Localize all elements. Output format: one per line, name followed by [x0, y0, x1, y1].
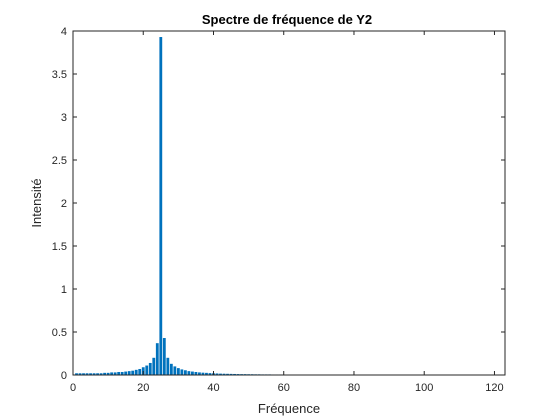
bar	[162, 338, 166, 375]
bar	[226, 373, 229, 375]
x-tick-label: 60	[278, 382, 290, 394]
bar	[145, 365, 149, 375]
bar	[215, 373, 219, 375]
bar	[205, 372, 208, 375]
y-tick-label: 3	[61, 112, 67, 124]
x-tick-label: 100	[415, 382, 433, 394]
bar	[106, 372, 110, 375]
bar	[120, 371, 124, 375]
bar	[229, 373, 233, 375]
bar	[99, 373, 103, 375]
bar	[233, 373, 236, 375]
y-tick-label: 3.5	[52, 69, 67, 81]
bar	[78, 373, 82, 375]
bar	[191, 371, 194, 375]
x-tick-label: 120	[485, 382, 503, 394]
bar	[148, 362, 152, 375]
chart-title: Spectre de fréquence de Y2	[202, 12, 372, 27]
bar	[82, 373, 85, 375]
y-tick-label: 2.5	[52, 155, 67, 167]
bar	[131, 370, 135, 375]
bar	[194, 371, 198, 375]
bar	[208, 373, 212, 375]
bar	[173, 366, 177, 375]
bar	[124, 371, 128, 375]
y-tick-label: 0	[61, 370, 67, 382]
y-tick-label: 4	[61, 26, 67, 38]
bar	[169, 363, 173, 375]
plot-box	[72, 30, 506, 376]
bar	[176, 368, 180, 375]
bar	[180, 369, 184, 375]
bar	[117, 371, 121, 375]
y-axis-label: Intensité	[29, 178, 44, 227]
y-tick-label: 1.5	[52, 241, 67, 253]
x-tick-label: 40	[207, 382, 219, 394]
bar	[152, 357, 156, 375]
bar	[222, 373, 226, 375]
bar	[183, 370, 187, 375]
bar	[159, 37, 163, 376]
bar	[113, 372, 117, 375]
x-tick-label: 20	[137, 382, 149, 394]
bar	[155, 343, 159, 375]
bar	[96, 373, 99, 375]
bar	[134, 369, 138, 375]
x-axis-label: Fréquence	[258, 401, 320, 416]
bar-series	[75, 37, 503, 376]
bar	[103, 372, 107, 375]
bar	[127, 371, 131, 375]
y-tick-label: 2	[61, 198, 67, 210]
y-tick-label: 0.5	[52, 327, 67, 339]
y-tick-label: 1	[61, 284, 67, 296]
bar	[89, 373, 92, 375]
bar	[198, 372, 201, 375]
bar	[85, 373, 89, 375]
x-tick-label: 0	[70, 382, 76, 394]
bar	[201, 372, 205, 375]
bar	[75, 373, 78, 375]
bar	[166, 357, 170, 375]
bar	[110, 372, 114, 375]
bar	[138, 368, 142, 375]
bar	[219, 373, 222, 375]
axis-ticks: 0 20 40 60 80 100 120 0 0.5 1 1.5 2 2.5 3 3.5 4	[52, 26, 505, 394]
bar	[187, 371, 191, 375]
x-tick-label: 80	[348, 382, 360, 394]
bar	[92, 373, 96, 375]
